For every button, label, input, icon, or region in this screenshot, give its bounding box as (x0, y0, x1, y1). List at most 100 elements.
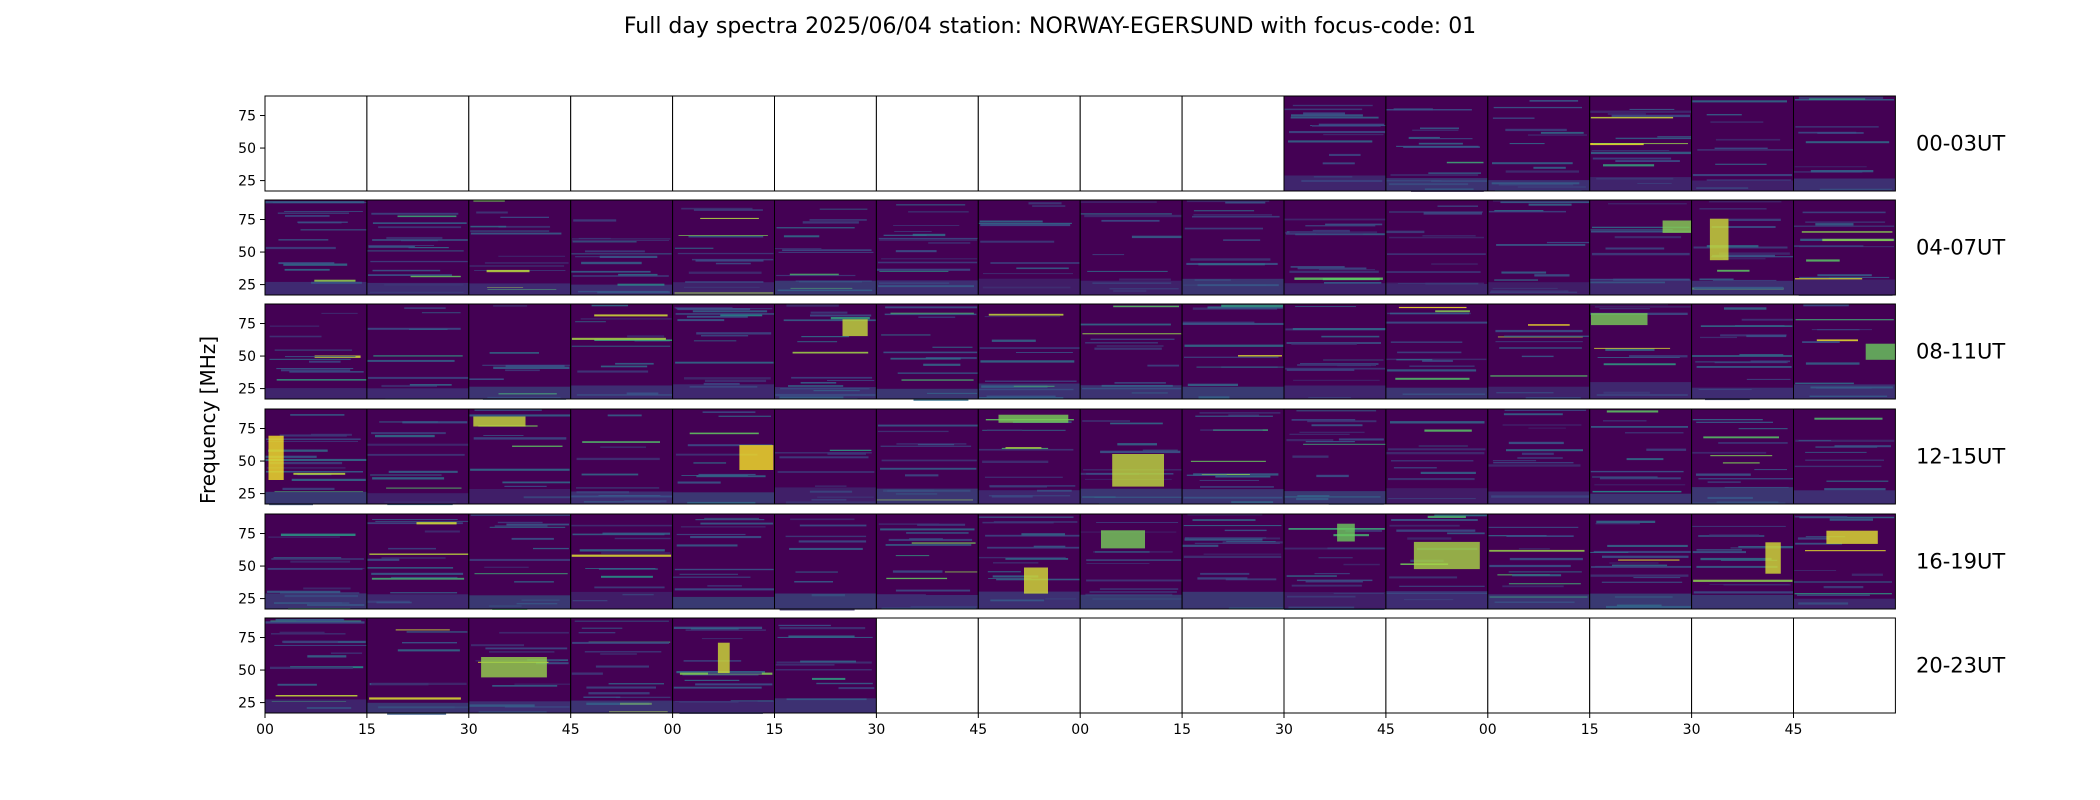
spectrum-line (1114, 382, 1166, 384)
spectrum-burst (1413, 541, 1480, 570)
spectrum-line (1488, 210, 1566, 213)
spectrum-line (1590, 470, 1684, 473)
spectrum-line (1321, 335, 1380, 338)
spectrum-line (715, 262, 751, 265)
spectra-row-1: 75 50 25 04-07UT (238, 199, 2005, 296)
spectrum-line (1192, 307, 1278, 310)
spectrum-line (1318, 269, 1375, 271)
spectrum-line (985, 534, 1080, 537)
spectrum-line (1746, 378, 1791, 380)
spectrum-line (470, 232, 562, 235)
y-tick-label: 25 (238, 174, 256, 190)
spectrum-line (489, 352, 539, 354)
x-ticks-layer: 00 15 30 45 00 15 30 45 00 15 30 45 00 15 30 45 (256, 713, 1802, 738)
spectrum-line (830, 317, 870, 320)
spectrum-line (993, 562, 1039, 564)
spectrum-line (778, 251, 874, 253)
spectrum-low-band (1691, 280, 1794, 295)
spectrum-line (1489, 564, 1571, 568)
spectrum-line (779, 608, 855, 611)
spectrum-line (978, 516, 1074, 518)
spectrum-line (381, 557, 446, 559)
spectrum-line (1608, 203, 1687, 205)
spectrum-line (1285, 367, 1385, 370)
spectrum-line (1708, 201, 1782, 203)
panel-frame (1793, 303, 1896, 400)
spectrum-line (1795, 439, 1895, 442)
spectrum-line (1795, 99, 1894, 101)
spectrum-line (367, 558, 400, 561)
spectrum-line (673, 686, 762, 689)
spectrum-line (1412, 129, 1459, 131)
spectrum-line (1712, 254, 1775, 258)
spectrum-line (707, 585, 742, 587)
spectrum-line (1324, 282, 1382, 284)
spectrum-line (809, 219, 867, 221)
spectrum-panel-bg (1284, 200, 1386, 295)
spectrum-line (1590, 116, 1674, 119)
panel-frame (1793, 199, 1896, 296)
spectrum-panel-bg (978, 304, 1081, 399)
spectrum-line (1403, 146, 1480, 148)
spectrum-line (1492, 460, 1537, 462)
spectrum-line (1710, 455, 1773, 457)
spectrum-line (1741, 318, 1793, 321)
spectrum-line (1032, 205, 1066, 207)
spectrum-line (1393, 467, 1437, 469)
spectrum-line (580, 318, 672, 320)
spectrum-line (370, 260, 468, 263)
spectrum-line (1497, 336, 1583, 338)
spectrum-line (1318, 557, 1353, 559)
spectrum-line (1795, 126, 1879, 128)
spectrum-line (810, 314, 872, 317)
spectrum-line (703, 382, 740, 385)
spectrum-line (600, 653, 637, 655)
spectrum-line (618, 273, 658, 276)
spectrum-line (1809, 98, 1866, 100)
spectrum-line (1495, 329, 1583, 333)
spectrum-low-band (876, 280, 979, 295)
spectrum-line (1322, 162, 1355, 165)
spectrum-line (1386, 282, 1485, 284)
spectrum-line (683, 660, 742, 662)
spectrum-line (1826, 480, 1889, 482)
spectrum-line (1834, 445, 1891, 448)
spectrum-line (1494, 279, 1538, 281)
spectrum-line (1419, 138, 1473, 140)
spectrum-line (1446, 161, 1484, 164)
spectrum-line (1606, 410, 1659, 413)
spectra-row-5: 75 50 25 20-23UT (238, 617, 2005, 715)
spectrum-line (690, 627, 739, 630)
spectrum-line (1388, 478, 1475, 481)
spectrum-line (1794, 516, 1848, 518)
spectrum-line (1196, 366, 1284, 368)
spectrum-line (695, 519, 765, 521)
spectrum-line (300, 229, 367, 231)
spectrum-line (704, 517, 759, 519)
spectrum-line (499, 631, 569, 634)
spectrum-line (1435, 310, 1470, 313)
spectrum-line (1829, 518, 1873, 521)
spectrum-line (1197, 577, 1248, 580)
spectrum-panel-bg (265, 304, 367, 399)
spectrum-line (982, 460, 1049, 463)
spectrum-line (505, 369, 540, 372)
spectrum-low-band (672, 282, 775, 295)
spectrum-line (1521, 452, 1554, 455)
spectrum-line (280, 533, 356, 536)
spectrum-line (1693, 579, 1793, 582)
spectrum-line (368, 245, 415, 248)
spectrum-line (1709, 583, 1789, 585)
spectrum-line (1386, 271, 1481, 273)
spectrum-line (1746, 334, 1787, 338)
spectrum-line (1540, 131, 1584, 134)
spectrum-line (886, 577, 948, 580)
spectrum-burst (842, 319, 868, 337)
x-tick-label: 00 (256, 722, 274, 738)
spectrum-line (1082, 420, 1130, 422)
spectrum-line (1518, 548, 1550, 550)
spectrum-line (1710, 121, 1764, 123)
spectrum-line (1033, 545, 1066, 548)
spectrum-line (1546, 241, 1590, 244)
spectrum-line (1297, 267, 1367, 270)
